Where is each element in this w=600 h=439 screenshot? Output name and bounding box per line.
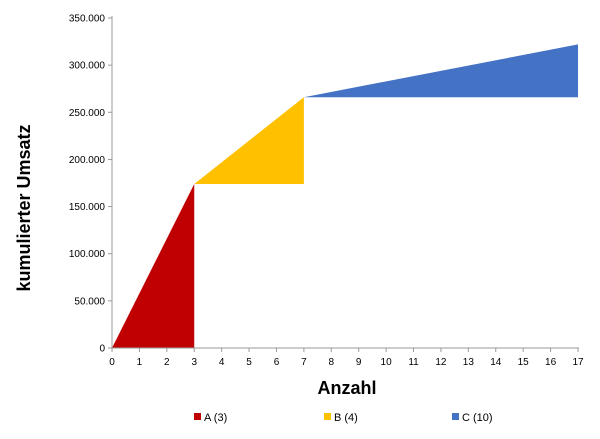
series-area-1 (112, 183, 195, 348)
x-tick-label: 16 (545, 357, 557, 368)
y-tick-label: 0 (99, 344, 105, 355)
legend-swatch (194, 413, 201, 420)
x-tick-label: 3 (191, 357, 197, 368)
x-tick-label: 1 (137, 357, 143, 368)
x-tick-label: 10 (381, 357, 393, 368)
legend-swatch (452, 413, 459, 420)
legend: A (3) B (4) C (10) (194, 412, 493, 424)
legend-label: C (10) (462, 412, 493, 424)
y-tick-label: 50.000 (74, 296, 105, 307)
x-tick-label: 8 (329, 357, 335, 368)
x-tick-label: 4 (219, 357, 225, 368)
y-tick-label: 100.000 (69, 249, 106, 260)
y-tick-label: 150.000 (69, 202, 106, 213)
x-tick-label: 2 (164, 357, 170, 368)
series-areas (112, 44, 578, 348)
y-tick-label: 350.000 (69, 14, 106, 25)
x-tick-label: 17 (572, 357, 584, 368)
x-tick-label: 11 (408, 357, 419, 368)
x-tick-label: 12 (435, 357, 447, 368)
x-tick-label: 6 (274, 357, 280, 368)
x-tick-label: 5 (246, 357, 252, 368)
legend-swatch (324, 413, 331, 420)
x-tick-label: 9 (356, 357, 362, 368)
x-tick-label: 15 (518, 357, 530, 368)
series-area-2 (194, 97, 304, 184)
x-tick-label: 14 (490, 357, 502, 368)
x-tick-label: 13 (463, 357, 475, 368)
y-axis-ticks: 0 50.000 100.000 150.000 200.000 250.000 300.0… (69, 14, 112, 355)
x-tick-label: 7 (301, 357, 307, 368)
legend-label: B (4) (334, 412, 358, 424)
series-area-3 (303, 44, 578, 98)
x-tick-label: 0 (109, 357, 115, 368)
y-tick-label: 300.000 (69, 61, 106, 72)
x-axis-title: Anzahl (317, 378, 376, 398)
y-tick-label: 200.000 (69, 155, 106, 166)
y-axis-title: kumulierter Umsatz (14, 124, 34, 291)
legend-label: A (3) (204, 412, 227, 424)
y-tick-label: 250.000 (69, 108, 106, 119)
x-axis-ticks: 0 1 2 3 4 5 6 7 8 9 10 11 12 13 14 15 16 17 (109, 348, 584, 368)
